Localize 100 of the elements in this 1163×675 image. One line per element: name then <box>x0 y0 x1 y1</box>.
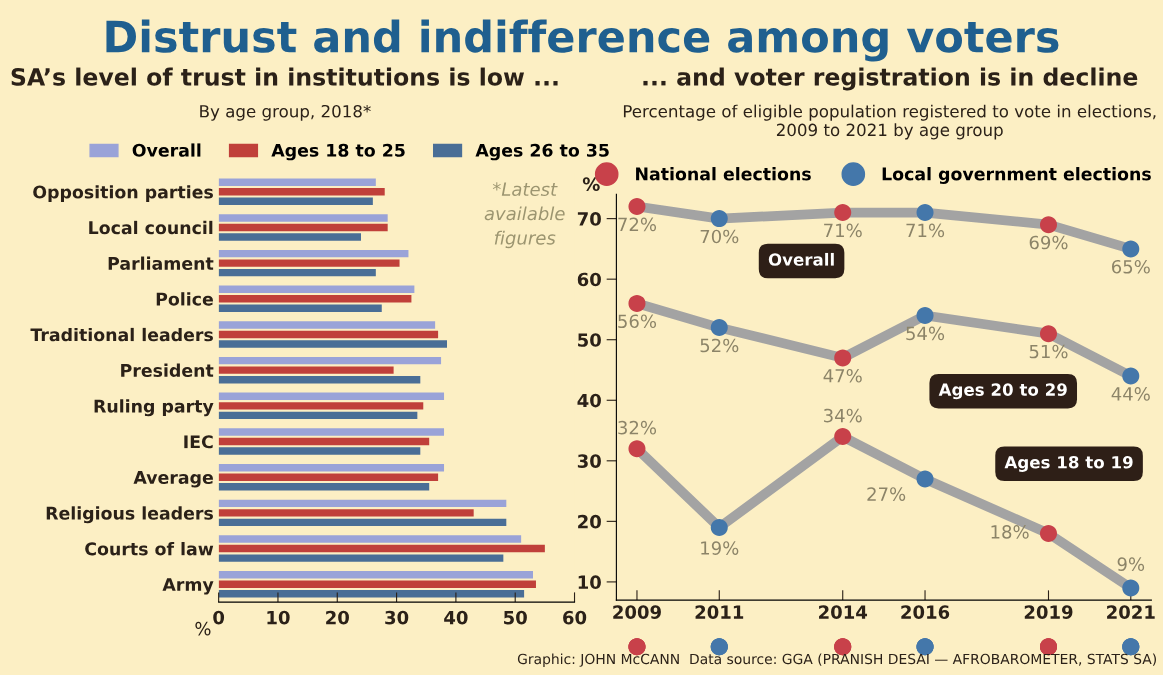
point <box>834 349 852 367</box>
chart-title: ... and voter registration is in decline <box>643 67 1138 91</box>
bar <box>218 535 522 543</box>
legend-label: Local government elections <box>882 167 1151 184</box>
bar <box>218 554 504 562</box>
data-label: 70% <box>700 229 739 244</box>
y-tick-label: 70 <box>577 212 601 226</box>
annotation: *Latest available figures <box>484 182 565 249</box>
point <box>1122 367 1140 385</box>
data-label: 51% <box>1029 344 1068 359</box>
y-tick-label: Religious leaders <box>46 506 213 524</box>
x-tick-label: 40 <box>444 610 468 625</box>
bar <box>218 518 507 527</box>
data-label: 9% <box>1117 557 1145 571</box>
bar <box>218 321 436 329</box>
point <box>834 428 852 446</box>
data-label: 32% <box>618 420 657 435</box>
bar <box>218 392 445 401</box>
data-label: 54% <box>906 326 945 341</box>
legend-label: Ages 26 to 35 <box>475 143 609 161</box>
y-tick-label: 10 <box>578 575 601 590</box>
y-tick-label: 50 <box>578 333 601 347</box>
legend-label: Overall <box>132 143 201 157</box>
data-label: 44% <box>1111 387 1150 401</box>
x-tick-label: 50 <box>504 610 527 625</box>
y-tick-label: 20 <box>578 514 601 529</box>
bar <box>218 366 394 374</box>
bar <box>218 340 447 348</box>
data-label: 65% <box>1111 259 1150 274</box>
data-label: 56% <box>618 314 657 329</box>
bar <box>218 233 361 241</box>
bar <box>218 330 439 339</box>
x-tick-label: 2011 <box>695 605 744 619</box>
data-label: 72% <box>618 217 657 232</box>
point <box>710 319 728 337</box>
legend-label: Ages 18 to 25 <box>271 143 405 161</box>
bar <box>218 249 409 258</box>
bar <box>218 571 533 579</box>
chart-title: SA’s level of trust in institutions is low ... <box>11 67 558 86</box>
data-label: 18% <box>991 525 1029 539</box>
x-tick-label: 2014 <box>819 605 868 619</box>
point <box>916 470 934 488</box>
y-tick-label: Opposition parties <box>33 185 213 202</box>
point <box>1122 240 1140 258</box>
bar <box>218 509 474 517</box>
text: Distrust and indifference among voters <box>106 19 1059 62</box>
bar <box>218 428 445 436</box>
y-tick-label: IEC <box>184 435 213 449</box>
point <box>710 210 728 228</box>
chart-subtitle: By age group, 2018* <box>200 104 371 121</box>
point <box>916 306 934 324</box>
x-tick-label: 2019 <box>1024 605 1073 619</box>
point <box>628 294 646 312</box>
x-axis-title: % <box>195 621 211 636</box>
bar <box>218 268 376 277</box>
x-tick-label: 60 <box>563 610 587 625</box>
bar <box>218 259 400 267</box>
bar <box>218 437 430 446</box>
legend-label: National elections <box>636 167 811 181</box>
text: Overall <box>768 252 834 266</box>
bar <box>218 375 421 384</box>
data-label: 71% <box>906 223 945 238</box>
x-tick-label: 20 <box>326 610 349 625</box>
bar <box>218 356 442 365</box>
bar <box>218 580 536 588</box>
x-tick-label: 2021 <box>1107 605 1155 619</box>
y-tick-label: 40 <box>577 393 601 408</box>
y-tick-label: Traditional leaders <box>30 327 213 342</box>
point <box>834 204 852 222</box>
point <box>1122 579 1140 597</box>
bar <box>218 473 439 481</box>
bar <box>218 499 507 508</box>
chart-subtitle: Percentage of eligible population registered to vote in elections, 2009 to 2021 by age group <box>623 104 1156 140</box>
data-label: 69% <box>1029 235 1068 250</box>
y-axis-title: % <box>582 177 600 191</box>
y-tick-label: 30 <box>577 454 601 468</box>
y-tick-label: Average <box>133 471 213 488</box>
bar <box>218 285 415 293</box>
y-tick-label: President <box>121 363 214 378</box>
data-label: 19% <box>701 541 739 555</box>
data-label: 27% <box>867 487 906 501</box>
text: Ages 20 to 29 <box>938 383 1067 400</box>
y-tick-label: Army <box>162 578 214 595</box>
bar <box>218 590 525 598</box>
x-tick-label: 10 <box>267 610 290 625</box>
bar <box>218 178 376 186</box>
point <box>1039 216 1057 234</box>
x-tick-label: 2009 <box>613 605 661 619</box>
bar <box>218 295 412 303</box>
text: Ages 18 to 19 <box>1004 455 1133 472</box>
point <box>628 440 646 458</box>
bar <box>218 304 382 313</box>
point <box>1039 524 1057 542</box>
data-label: 47% <box>823 368 862 383</box>
text: Graphic: JOHN McCANN Data source: GGA (PRANISH DESAI — AFROBAROMETER, STATS SA) <box>517 653 1156 667</box>
point <box>916 204 934 222</box>
y-tick-label: 60 <box>577 272 601 287</box>
x-tick-label: 0 <box>213 610 225 625</box>
y-tick-label: Courts of law <box>85 541 214 556</box>
point <box>628 198 646 216</box>
